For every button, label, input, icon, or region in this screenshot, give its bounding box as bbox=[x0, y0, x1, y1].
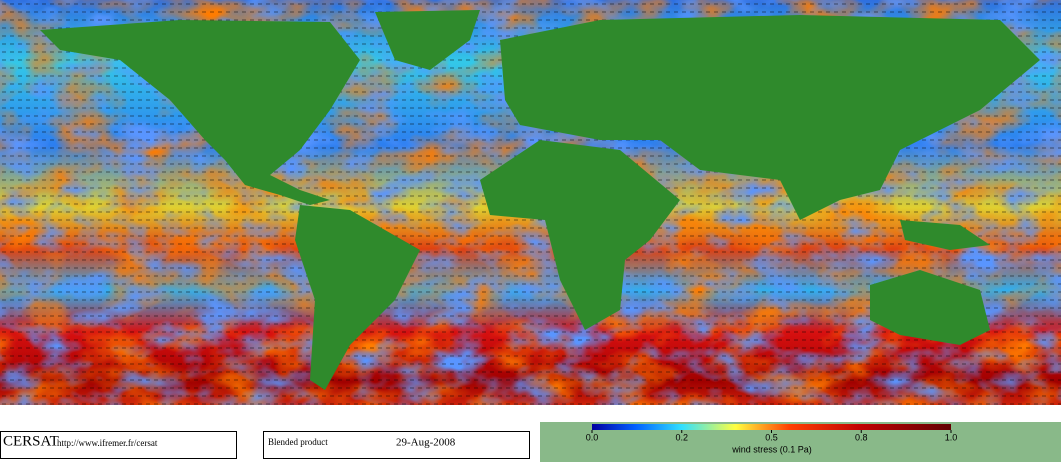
url: http://www.ifremer.fr/cersat bbox=[57, 438, 158, 448]
product-box bbox=[263, 431, 530, 459]
footer: CERSAT http://www.ifremer.fr/cersat Blen… bbox=[0, 431, 530, 459]
colorbar-tick-label: 0.2 bbox=[675, 432, 688, 442]
colorbar: wind stress (0.1 Pa) 0.0 0.2 0.5 0.8 1.0 bbox=[586, 424, 958, 454]
colorbar-label: wind stress (0.1 Pa) bbox=[731, 444, 812, 454]
date: 29-Aug-2008 bbox=[396, 437, 456, 449]
colorbar-tick-label: 0.5 bbox=[765, 432, 778, 442]
product: Blended product bbox=[268, 437, 328, 447]
colorbar-tick-label: 1.0 bbox=[945, 432, 958, 442]
colorbar-tick-label: 0.8 bbox=[855, 432, 868, 442]
colorbar-gradient bbox=[592, 424, 951, 430]
logo-box bbox=[0, 431, 237, 459]
land bbox=[40, 10, 1040, 390]
colorbar-tick-label: 0.0 bbox=[586, 432, 599, 442]
logo: CERSAT bbox=[3, 433, 59, 449]
